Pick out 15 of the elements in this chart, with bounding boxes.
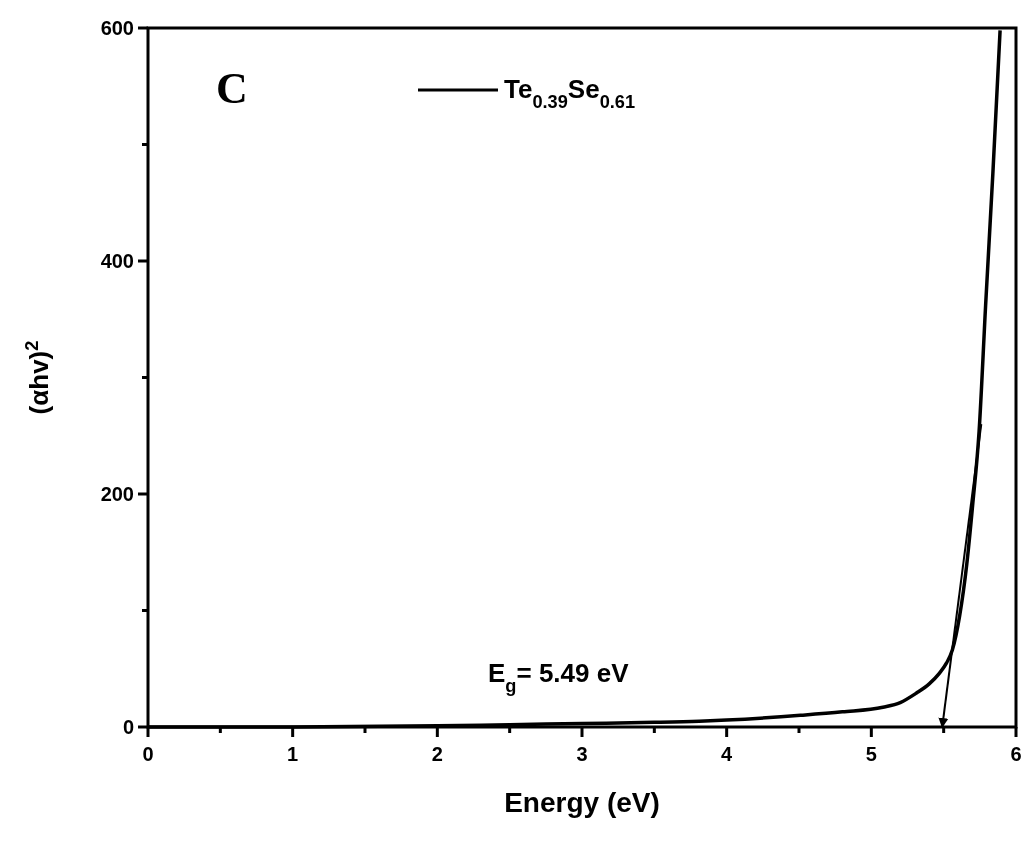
x-tick-label: 1 [287,743,299,765]
y-tick-label: 600 [100,17,134,39]
y-tick-label: 400 [100,250,134,272]
y-tick-label: 200 [100,483,134,505]
legend-label: Te$_{0.39}$Se$_{0.61}$ [504,74,636,112]
x-tick-label: 3 [576,743,588,765]
x-tick-label: 5 [865,743,877,765]
annotation: E$_{g}$= 5.49 eV [488,658,630,696]
x-tick-label: 2 [431,743,443,765]
x-tick-label: 0 [142,743,154,765]
x-tick-label: 4 [721,743,734,765]
y-tick-label: 0 [122,716,134,738]
x-axis-title: Energy (eV) [504,787,660,818]
x-tick-label: 6 [1010,743,1022,765]
annotation: C [216,64,248,113]
